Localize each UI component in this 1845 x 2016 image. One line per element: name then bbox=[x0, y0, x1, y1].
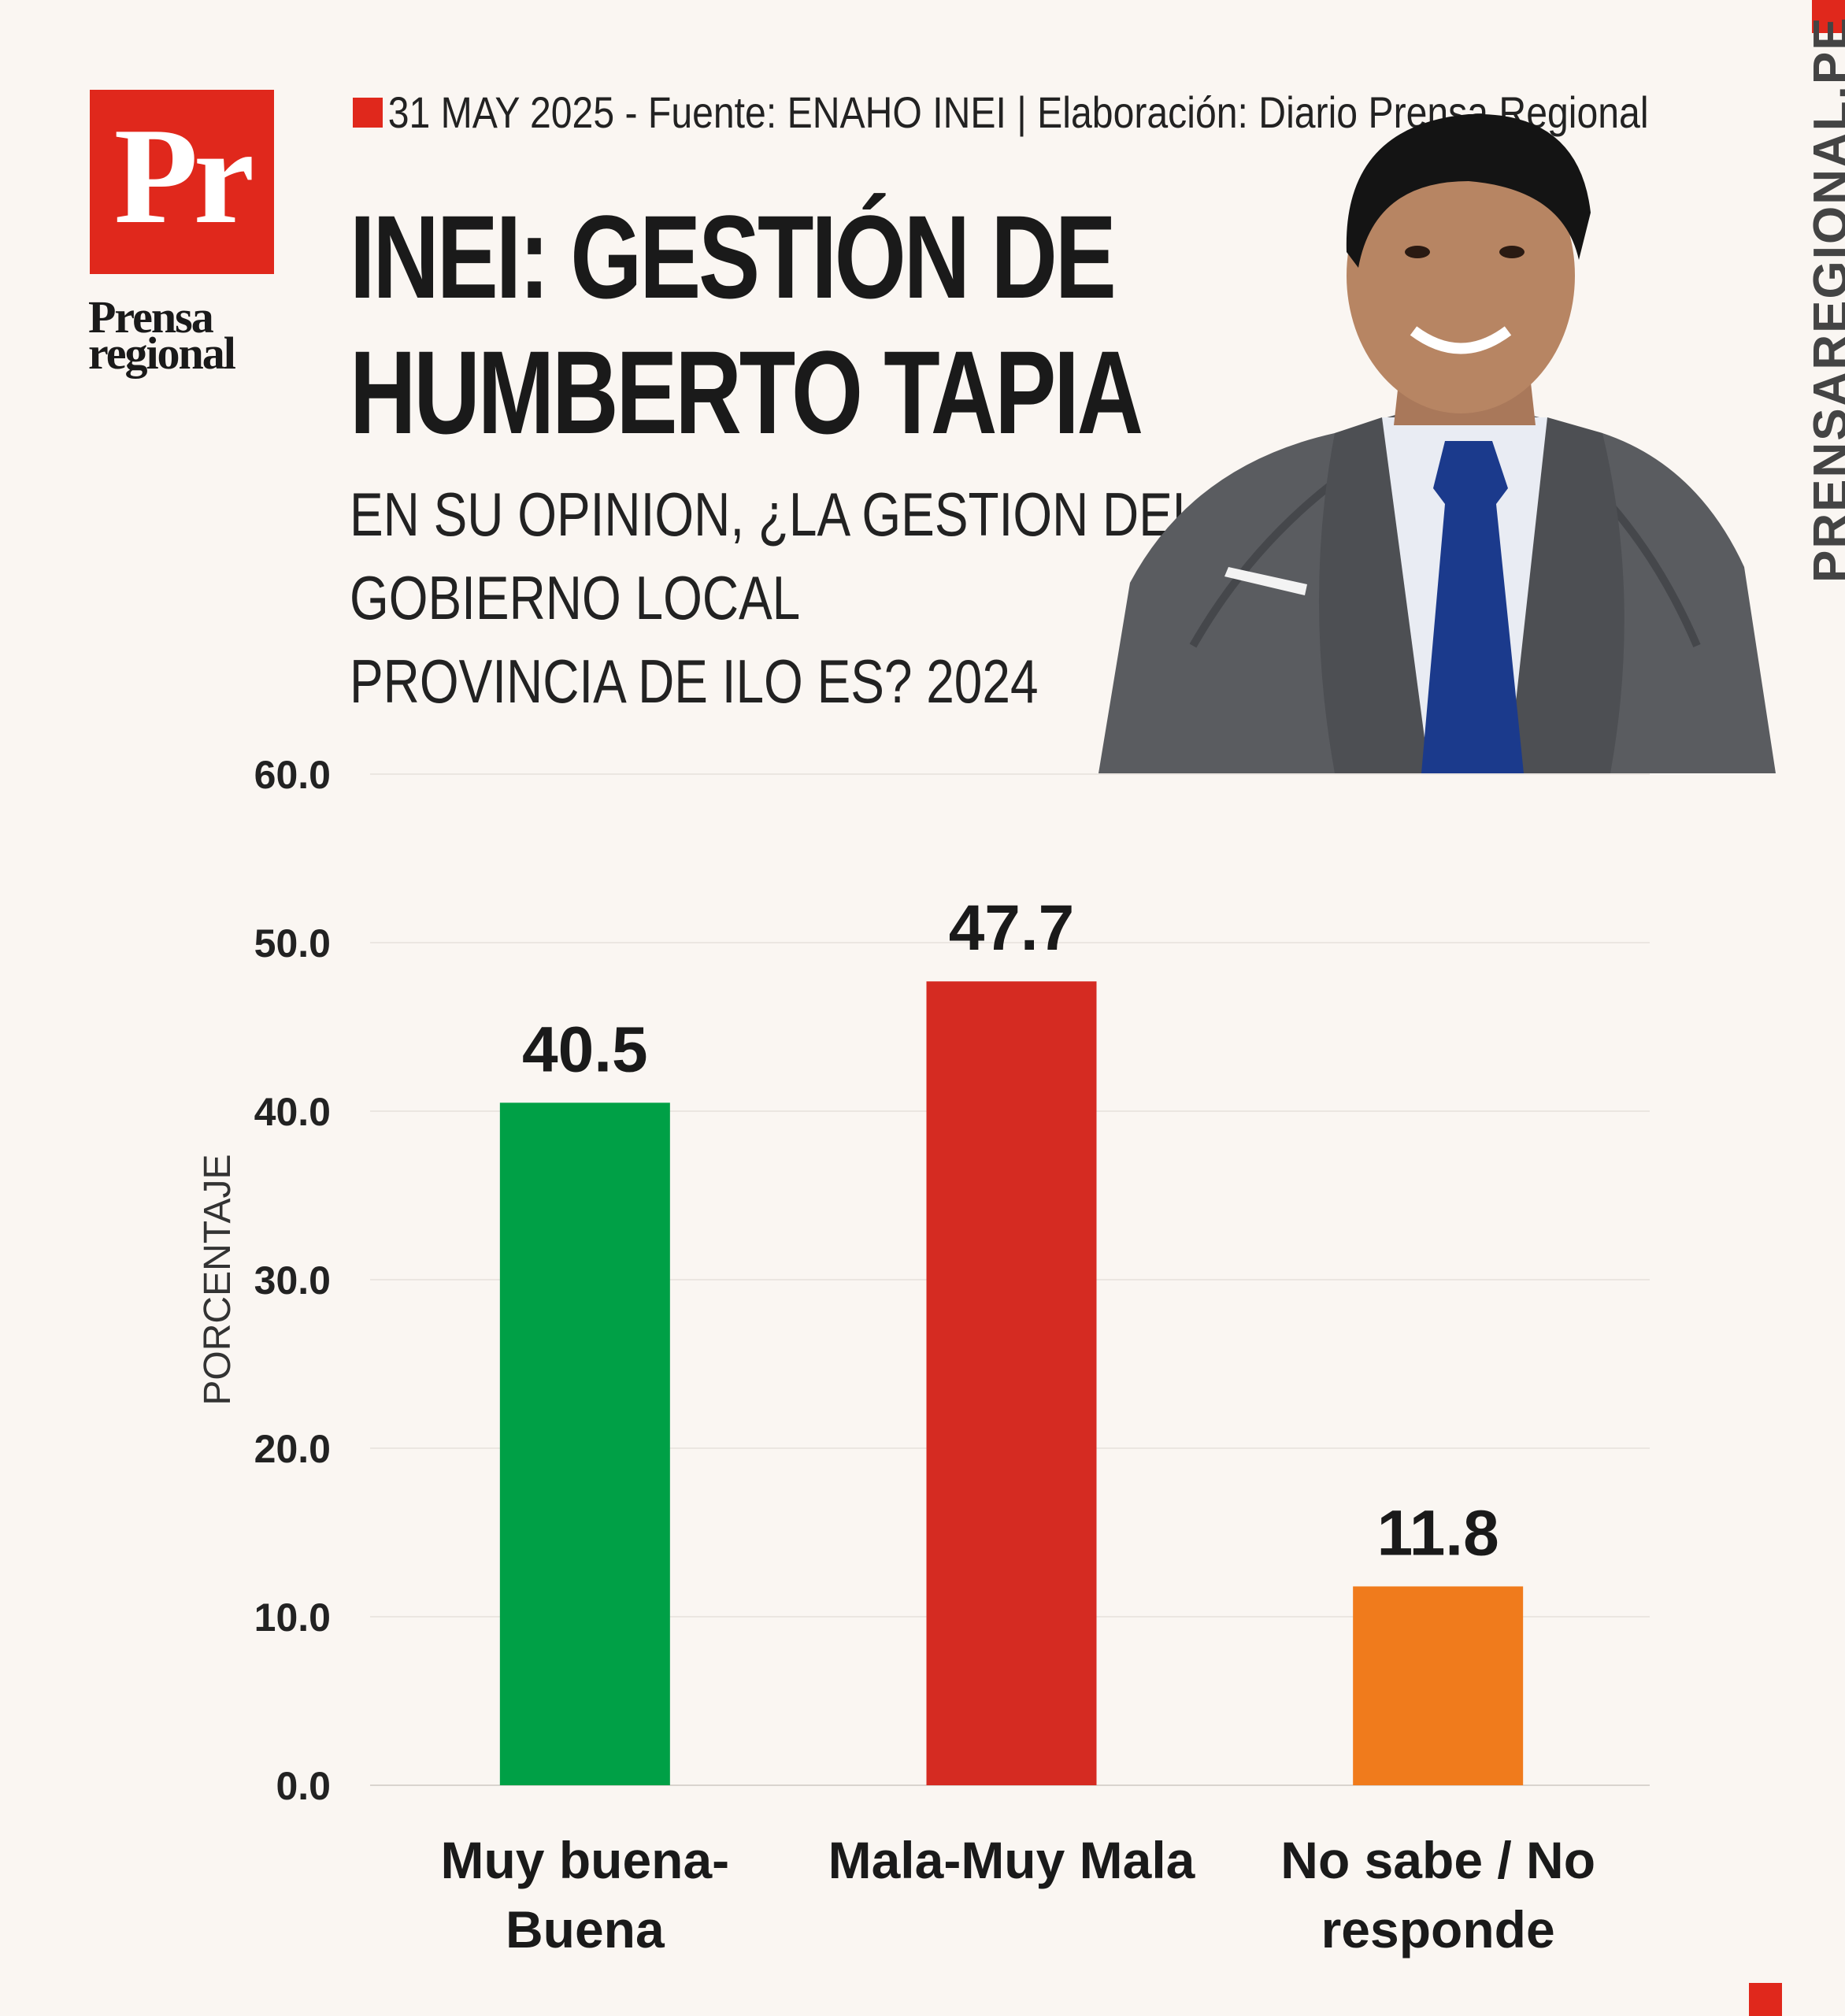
y-tick-label: 10.0 bbox=[254, 1595, 331, 1640]
y-tick-label: 50.0 bbox=[254, 921, 331, 965]
y-tick-label: 30.0 bbox=[254, 1258, 331, 1303]
y-tick-label: 20.0 bbox=[254, 1427, 331, 1471]
corner-accent-bottom bbox=[1749, 1983, 1782, 2016]
logo-wordmark-line1: Prensa bbox=[88, 291, 214, 343]
y-tick-label: 0.0 bbox=[276, 1764, 331, 1808]
logo-wordmark: Prensa regional bbox=[88, 291, 236, 379]
title-line-1: INEI: GESTIÓN DE bbox=[350, 191, 1117, 323]
brand-logo: Pr bbox=[90, 90, 274, 274]
survey-question: EN SU OPINION, ¿LA GESTION DEL GOBIERNO … bbox=[350, 472, 1200, 723]
x-category-label: Muy buena- bbox=[440, 1831, 729, 1889]
title-line-2: HUMBERTO TAPIA bbox=[350, 326, 1143, 458]
page-title: INEI: GESTIÓN DE HUMBERTO TAPIA bbox=[350, 189, 1143, 460]
logo-wordmark-line2: regional bbox=[88, 328, 236, 379]
y-axis-title: PORCENTAJE bbox=[197, 1154, 239, 1405]
question-line-2: GOBIERNO LOCAL bbox=[350, 563, 801, 632]
y-tick-label: 60.0 bbox=[254, 753, 331, 797]
x-category-label: No sabe / No bbox=[1280, 1831, 1595, 1889]
y-axis-ticks: 0.0 10.0 20.0 30.0 40.0 50.0 60.0 bbox=[254, 753, 331, 1808]
portrait-photo bbox=[1098, 113, 1776, 773]
question-line-1: EN SU OPINION, ¿LA GESTION DEL bbox=[350, 480, 1201, 549]
x-category-label: responde bbox=[1321, 1900, 1555, 1959]
bar bbox=[926, 981, 1097, 1785]
bar-value-label: 11.8 bbox=[1377, 1497, 1499, 1569]
x-axis-labels: Muy buena- Buena Mala-Muy Mala No sabe / No… bbox=[440, 1831, 1595, 1959]
corner-accent-top bbox=[1812, 0, 1845, 33]
bar bbox=[499, 1102, 670, 1785]
question-line-3: PROVINCIA DE ILO ES? 2024 bbox=[350, 647, 1039, 716]
bar bbox=[1353, 1586, 1524, 1785]
y-tick-label: 40.0 bbox=[254, 1090, 331, 1134]
bar-value-label: 40.5 bbox=[522, 1014, 648, 1085]
bar-value-label: 47.7 bbox=[949, 892, 1075, 964]
x-category-label: Mala-Muy Mala bbox=[828, 1831, 1196, 1889]
source-bullet-icon bbox=[353, 98, 383, 128]
value-labels: 40.5 47.7 11.8 bbox=[522, 892, 1499, 1569]
x-category-label: Buena bbox=[506, 1900, 665, 1959]
bars bbox=[499, 981, 1524, 1785]
logo-mark: Pr bbox=[113, 99, 255, 252]
